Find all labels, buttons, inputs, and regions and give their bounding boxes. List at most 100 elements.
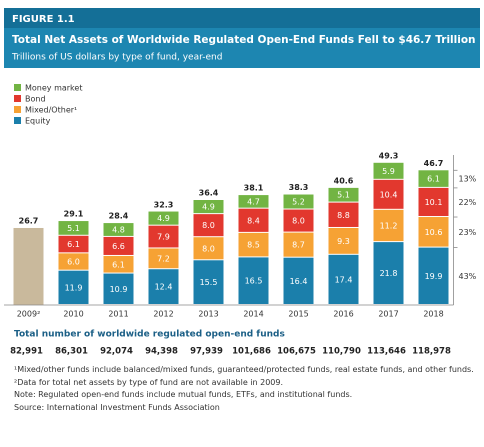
total-label: 26.7 xyxy=(19,216,39,225)
bar-segment xyxy=(373,209,404,242)
bar-segment xyxy=(148,225,179,248)
chart-subtitle: Trillions of US dollars by type of fund,… xyxy=(11,53,222,63)
x-tick-label: 2016 xyxy=(333,310,353,319)
legend-swatch xyxy=(14,106,21,113)
bar-segment xyxy=(418,217,449,247)
bar-segment xyxy=(373,179,404,209)
total-label: 40.6 xyxy=(334,176,354,185)
fund-count: 101,686 xyxy=(232,347,271,357)
segment-label: 16.5 xyxy=(245,277,263,286)
fund-count: 106,675 xyxy=(277,347,316,357)
total-label: 29.1 xyxy=(64,210,84,219)
bar-segment xyxy=(418,187,449,217)
bar-segment xyxy=(193,237,224,260)
segment-label: 19.9 xyxy=(425,272,443,281)
bar-segment xyxy=(58,253,89,270)
segment-label: 6.1 xyxy=(427,175,440,184)
segment-label: 6.0 xyxy=(67,258,80,267)
legend-swatch xyxy=(14,95,21,102)
segment-label: 5.9 xyxy=(382,167,395,176)
bar-segment xyxy=(328,227,359,254)
segment-label: 8.0 xyxy=(202,244,215,253)
share-label: 23% xyxy=(459,228,477,237)
figure-label: FIGURE 1.1 xyxy=(12,14,75,25)
legend-swatch xyxy=(14,84,21,91)
bar-segment xyxy=(58,221,89,235)
bar-segment xyxy=(418,170,449,187)
bar-segment xyxy=(418,247,449,304)
segment-label: 8.8 xyxy=(337,211,350,220)
total-label: 49.3 xyxy=(379,151,399,160)
total-label: 38.1 xyxy=(244,184,264,193)
bar-segment xyxy=(193,260,224,304)
segment-label: 8.4 xyxy=(247,216,260,225)
x-tick-label: 2013 xyxy=(198,310,218,319)
bar-segment xyxy=(328,202,359,227)
segment-label: 7.2 xyxy=(157,254,170,263)
segment-label: 16.4 xyxy=(290,277,308,286)
segment-label: 5.2 xyxy=(292,198,305,207)
segment-label: 4.7 xyxy=(247,197,260,206)
total-label: 38.3 xyxy=(289,183,309,192)
x-tick-label: 2015 xyxy=(288,310,308,319)
bar-segment xyxy=(58,270,89,304)
total-label: 32.3 xyxy=(154,200,174,209)
legend-label: Mixed/Other¹ xyxy=(25,106,77,115)
bar-segment xyxy=(103,273,134,304)
bar-segment xyxy=(283,257,314,304)
bar-segment xyxy=(148,269,179,304)
segment-label: 10.6 xyxy=(425,228,443,237)
bar-segment xyxy=(193,200,224,214)
segment-label: 10.9 xyxy=(110,285,128,294)
segment-label: 6.1 xyxy=(112,260,125,269)
fund-count: 92,074 xyxy=(100,347,133,357)
note: Source: International Investment Funds A… xyxy=(14,402,220,412)
legend-swatch xyxy=(14,117,21,124)
legend-label: Equity xyxy=(25,117,51,126)
fund-count: 97,939 xyxy=(190,347,223,357)
notes: ¹Mixed/other funds include balanced/mixe… xyxy=(14,364,474,414)
x-tick-label: 2009² xyxy=(17,310,41,319)
bar xyxy=(13,227,44,305)
fund-count: 82,991 xyxy=(10,347,43,357)
bar-segment xyxy=(283,209,314,232)
bar-segment xyxy=(238,195,269,208)
segment-label: 8.0 xyxy=(292,217,305,226)
bar-segment xyxy=(238,257,269,304)
segment-label: 4.9 xyxy=(157,214,170,223)
segment-label: 8.5 xyxy=(247,241,260,250)
total-label: 36.4 xyxy=(199,189,219,198)
bar-segment xyxy=(373,242,404,304)
segment-label: 15.5 xyxy=(200,278,218,287)
x-tick-label: 2012 xyxy=(153,310,173,319)
figure-band xyxy=(4,8,480,28)
chart-title: Total Net Assets of Worldwide Regulated … xyxy=(12,34,484,46)
share-label: 22% xyxy=(459,198,477,207)
segment-label: 5.1 xyxy=(337,191,350,200)
segment-label: 11.9 xyxy=(65,283,83,292)
segment-label: 5.1 xyxy=(67,224,80,233)
segment-label: 4.9 xyxy=(202,203,215,212)
x-tick-label: 2018 xyxy=(423,310,443,319)
bar-segment xyxy=(148,211,179,225)
share-label: 43% xyxy=(459,272,477,281)
x-tick-label: 2014 xyxy=(243,310,263,319)
segment-label: 12.4 xyxy=(155,283,173,292)
bar-segment xyxy=(238,208,269,232)
bar-segment xyxy=(148,248,179,269)
legend-label: Bond xyxy=(25,95,46,104)
fund-count: 118,978 xyxy=(412,347,451,357)
bar-segment xyxy=(328,187,359,202)
segment-label: 6.1 xyxy=(67,240,80,249)
bar-segment xyxy=(283,194,314,209)
share-label: 13% xyxy=(459,175,477,184)
fund-count: 113,646 xyxy=(367,347,406,357)
bar-segment xyxy=(103,255,134,273)
segment-label: 4.8 xyxy=(112,226,125,235)
bar-segment xyxy=(238,232,269,257)
segment-label: 21.8 xyxy=(380,269,398,278)
bar-segment xyxy=(373,162,404,179)
bar-segment xyxy=(283,232,314,257)
fund-count: 94,398 xyxy=(145,347,178,357)
